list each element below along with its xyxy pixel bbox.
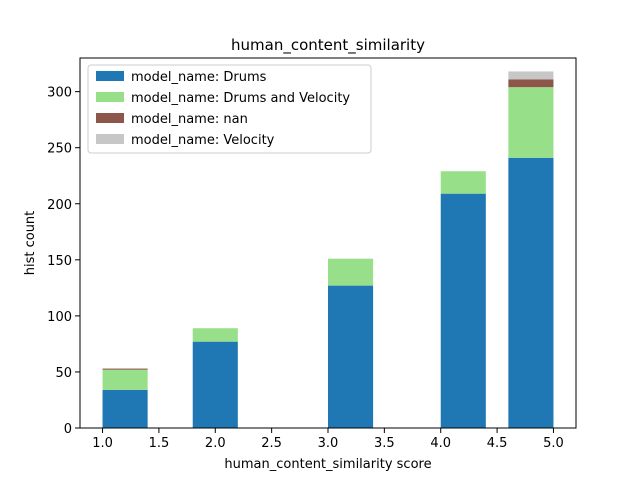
chart-title: human_content_similarity — [231, 36, 425, 55]
bar-bin3-series1 — [328, 285, 374, 428]
bar-bin1-series1 — [102, 389, 148, 428]
legend-label-series3: model_name: nan — [131, 112, 248, 127]
bar-bin4-series2 — [440, 171, 486, 194]
x-tick-label: 4.0 — [430, 436, 451, 451]
bar-bin4-series1 — [440, 193, 486, 428]
y-tick-label: 250 — [47, 142, 72, 157]
y-tick-label: 0 — [64, 422, 72, 437]
x-tick-label: 4.5 — [487, 436, 508, 451]
x-axis-label: human_content_similarity score — [224, 457, 431, 472]
legend-swatch-series1 — [96, 71, 124, 81]
x-tick-label: 3.0 — [318, 436, 339, 451]
bar-bin5-series1 — [508, 157, 554, 428]
legend-label-series2: model_name: Drums and Velocity — [131, 91, 350, 106]
legend-label-series1: model_name: Drums — [131, 70, 267, 85]
bar-bin1-series2 — [102, 369, 148, 390]
bar-bin5-series4 — [508, 71, 554, 80]
legend-box — [87, 64, 372, 154]
x-tick-label: 1.5 — [149, 436, 170, 451]
x-tick-label: 2.5 — [261, 436, 282, 451]
y-tick-label: 50 — [55, 366, 72, 381]
y-axis-label: hist count — [23, 211, 38, 276]
legend-swatch-series3 — [96, 113, 124, 123]
x-axis-ticks: 1.0 1.5 2.0 2.5 3.0 3.5 4.0 4.5 5.0 — [92, 428, 564, 451]
x-tick-label: 1.0 — [92, 436, 113, 451]
y-tick-label: 100 — [47, 310, 72, 325]
legend-swatch-series2 — [96, 92, 124, 102]
x-tick-label: 3.5 — [374, 436, 395, 451]
y-tick-label: 300 — [47, 86, 72, 101]
y-tick-label: 200 — [47, 198, 72, 213]
x-tick-label: 2.0 — [205, 436, 226, 451]
legend-swatch-series4 — [96, 134, 124, 144]
bar-bin3-series2 — [328, 258, 374, 286]
bar-bin2-series2 — [192, 328, 238, 342]
legend: model_name: Drums model_name: Drums and V… — [87, 64, 372, 154]
bar-bin5-series3 — [508, 79, 554, 88]
y-tick-label: 150 — [47, 254, 72, 269]
bars-group — [102, 71, 554, 428]
bar-bin1-series3 — [102, 368, 148, 370]
y-axis-ticks: 0 50 100 150 200 250 300 — [47, 86, 80, 437]
legend-label-series4: model_name: Velocity — [131, 133, 275, 148]
bar-bin2-series1 — [192, 341, 238, 428]
x-tick-label: 5.0 — [543, 436, 564, 451]
bar-bin5-series2 — [508, 87, 554, 158]
